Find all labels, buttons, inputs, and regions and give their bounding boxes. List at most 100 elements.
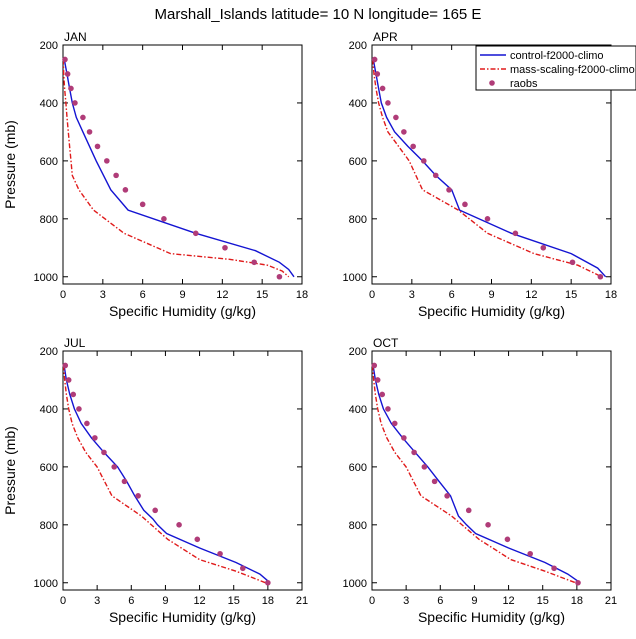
x-tick-label: 18 (296, 289, 308, 301)
panel-label: JUL (64, 336, 86, 350)
raobs-point (465, 507, 472, 514)
x-tick-label: 6 (128, 595, 134, 607)
x-tick-label: 9 (488, 289, 494, 301)
raobs-point (393, 114, 399, 121)
raobs-point (385, 406, 391, 412)
series-line-control-f2000-climo (372, 365, 581, 584)
legend-label: mass-scaling-f2000-climo (510, 64, 635, 76)
raobs-point (597, 273, 604, 280)
x-tick-label: 21 (296, 595, 308, 607)
series-line-mass-scaling-f2000-climo (372, 365, 576, 584)
raobs-point (265, 579, 271, 586)
legend-label: control-f2000-climo (510, 50, 604, 62)
raobs-point (92, 435, 98, 441)
raobs-point (569, 259, 576, 266)
y-tick-label: 800 (349, 214, 367, 226)
raobs-point (72, 100, 78, 106)
x-tick-label: 18 (605, 289, 617, 301)
raobs-point (431, 478, 438, 485)
raobs-point (444, 493, 450, 499)
raobs-point (104, 158, 110, 164)
y-tick-label: 800 (40, 520, 58, 532)
raobs-point (484, 216, 491, 222)
y-tick-label: 400 (349, 98, 367, 110)
raobs-point (176, 522, 182, 528)
y-tick-label: 200 (349, 346, 367, 358)
y-tick-label: 800 (40, 214, 58, 226)
raobs-point (251, 259, 257, 266)
x-axis-label: Specific Humidity (g/kg) (109, 609, 256, 625)
raobs-point (86, 129, 93, 135)
raobs-point (240, 565, 246, 572)
raobs-point (68, 85, 74, 92)
raobs-point (111, 464, 118, 470)
raobs-point (420, 158, 427, 164)
y-tick-label: 1000 (34, 272, 58, 284)
raobs-point (462, 201, 468, 208)
x-tick-label: 0 (60, 595, 66, 607)
y-tick-label: 1000 (343, 578, 367, 590)
x-tick-label: 3 (94, 595, 100, 607)
series-raobs (371, 56, 604, 280)
panel-jul: 0 3 6 9 12 15 18 21 200 400 600 800 1000 JUL Specific … (2, 336, 308, 625)
plot-frame (62, 350, 303, 591)
series-raobs (62, 56, 283, 280)
y-axis-label: Pressure (mb) (2, 120, 18, 209)
raobs-point (113, 172, 119, 179)
raobs-point (276, 273, 283, 280)
x-axis-label: Specific Humidity (g/kg) (109, 303, 256, 319)
raobs-point (401, 435, 407, 441)
plot-frame (62, 44, 303, 285)
x-tick-label: 9 (471, 595, 477, 607)
raobs-point (222, 244, 228, 251)
raobs-point (446, 187, 452, 193)
series-raobs (371, 362, 581, 586)
raobs-point (432, 172, 439, 179)
raobs-point (575, 579, 581, 586)
y-tick-label: 1000 (343, 272, 367, 284)
raobs-point (379, 391, 386, 398)
x-tick-label: 21 (605, 595, 617, 607)
panel-label: OCT (373, 336, 399, 350)
x-tick-label: 15 (228, 595, 240, 607)
x-tick-label: 3 (409, 289, 415, 301)
x-tick-label: 3 (100, 289, 106, 301)
raobs-point (122, 187, 129, 193)
x-tick-label: 0 (369, 289, 375, 301)
raobs-point (62, 56, 68, 63)
raobs-point (64, 71, 71, 77)
raobs-point (121, 478, 128, 485)
series-line-mass-scaling-f2000-climo (63, 365, 266, 584)
raobs-point (385, 100, 391, 106)
series-line-control-f2000-climo (372, 59, 607, 278)
raobs-point (371, 362, 378, 369)
raobs-point (374, 71, 381, 77)
x-tick-label: 6 (449, 289, 455, 301)
raobs-point (192, 230, 199, 237)
raobs-point (194, 536, 201, 543)
x-tick-label: 15 (565, 289, 577, 301)
raobs-point (410, 143, 416, 150)
raobs-point (84, 420, 90, 427)
y-tick-label: 600 (349, 156, 367, 168)
raobs-point (485, 522, 491, 528)
raobs-point (504, 536, 511, 543)
y-tick-label: 800 (349, 520, 367, 532)
raobs-point (62, 362, 69, 369)
y-tick-label: 600 (40, 462, 58, 474)
x-tick-label: 18 (571, 595, 583, 607)
legend-box (475, 45, 636, 91)
x-tick-label: 6 (437, 595, 443, 607)
y-tick-label: 400 (349, 404, 367, 416)
x-tick-label: 12 (193, 595, 205, 607)
legend-label: raobs (510, 78, 538, 90)
raobs-point (401, 129, 407, 135)
raobs-point (411, 449, 417, 456)
raobs-point (101, 449, 107, 456)
x-tick-label: 15 (256, 289, 268, 301)
y-tick-label: 1000 (34, 578, 58, 590)
raobs-point (540, 244, 547, 251)
figure-title: Marshall_Islands latitude= 10 N longitud… (155, 6, 482, 23)
raobs-point (512, 230, 519, 237)
